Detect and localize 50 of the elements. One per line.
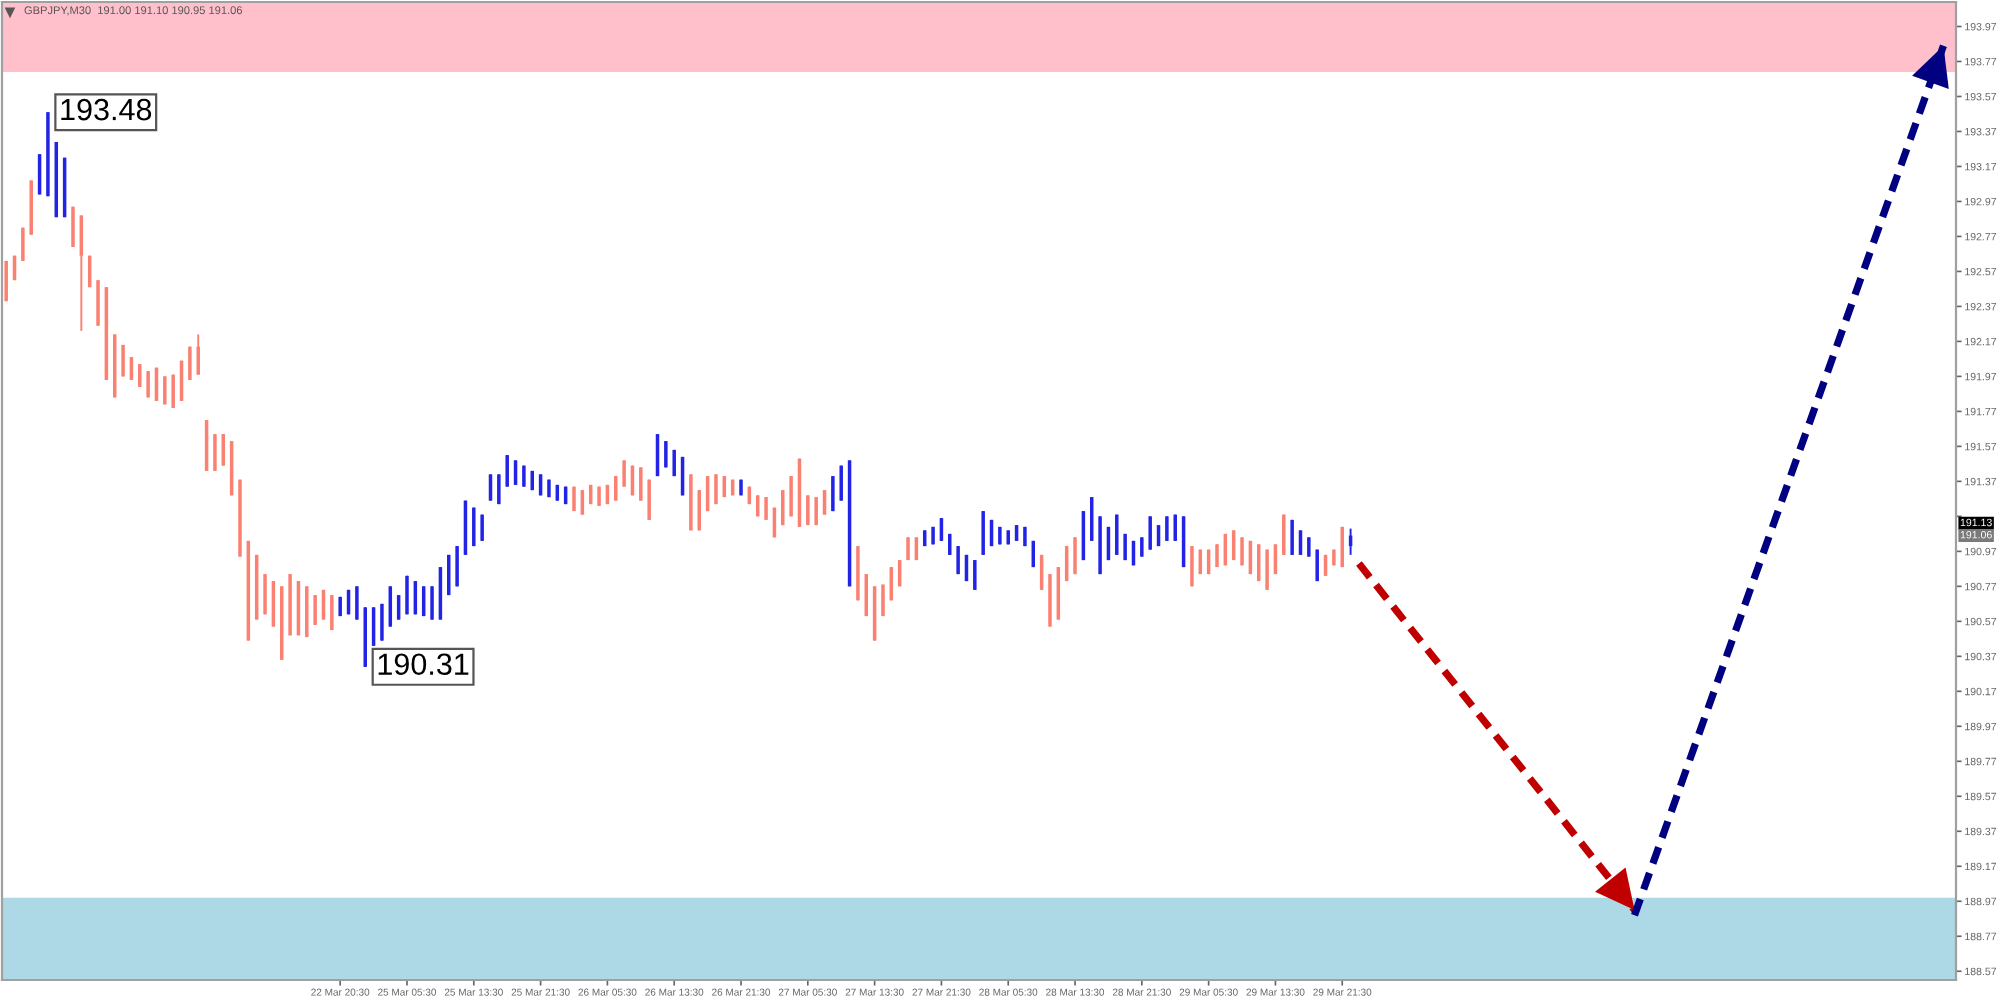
candlestick [171, 373, 175, 409]
candlestick [455, 545, 459, 588]
candlestick [213, 433, 217, 472]
candlestick [21, 226, 25, 262]
candlestick [188, 345, 192, 381]
candlestick [814, 496, 818, 527]
candlestick [1190, 545, 1194, 588]
candlestick [330, 594, 334, 632]
candlestick [380, 602, 384, 642]
candlestick [1290, 518, 1294, 556]
candlestick [1265, 548, 1269, 591]
candlestick [764, 496, 768, 521]
candlestick [71, 205, 75, 248]
candlestick [163, 375, 167, 406]
annotation: 193.48 [61, 98, 152, 121]
candlestick [480, 513, 484, 542]
candlestick [1073, 536, 1077, 576]
candlestick [981, 510, 985, 556]
candlestick [839, 464, 843, 502]
candlestick [1307, 536, 1311, 558]
candlestick [614, 475, 618, 502]
candlestick [806, 494, 810, 527]
candlestick [505, 454, 509, 488]
candlestick [664, 440, 668, 469]
candlestick [639, 466, 643, 502]
candlestick [1173, 513, 1177, 542]
candlestick [313, 594, 317, 626]
candlestick [1240, 536, 1244, 567]
candlestick [956, 545, 960, 576]
candlestick [1148, 515, 1152, 551]
candlestick [831, 475, 835, 513]
candlestick [96, 279, 100, 327]
candlestick [263, 573, 267, 616]
candlestick [146, 370, 150, 399]
candlestick [355, 585, 359, 621]
candlestick [1115, 513, 1119, 556]
candlestick [647, 478, 651, 521]
candlestick [430, 585, 434, 621]
candlestick [781, 489, 785, 527]
candlestick [1165, 515, 1169, 542]
candlestick [622, 459, 626, 488]
candlestick [1282, 513, 1286, 556]
candlestick [789, 475, 793, 518]
candlestick [196, 333, 200, 376]
annotation: 190.31 [378, 653, 469, 676]
candlestick [497, 473, 501, 506]
candlestick [1140, 536, 1144, 558]
candlestick [138, 363, 142, 388]
candlestick [714, 473, 718, 506]
candlestick [973, 559, 977, 591]
